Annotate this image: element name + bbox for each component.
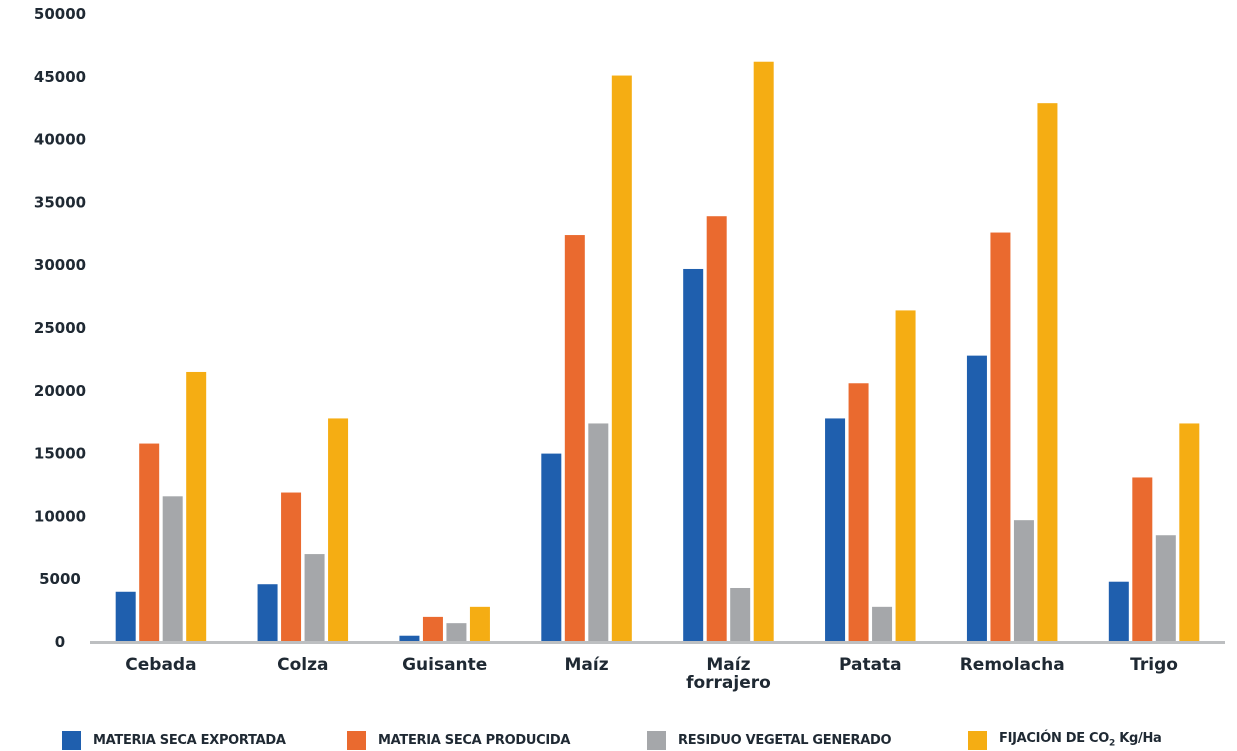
bar [564,235,585,642]
y-tick-label: 40000 [34,131,86,149]
bar [966,355,987,642]
legend-item-materia-seca-producida: MATERIA SECA PRODUCIDA [347,730,570,750]
legend-swatch-residuo-vegetal-generado [647,730,666,750]
legend-swatch-materia-seca-exportada [62,730,81,750]
bar [1132,477,1153,642]
legend-item-materia-seca-exportada: MATERIA SECA EXPORTADA [62,730,286,750]
bar [328,418,349,642]
legend-label-materia-seca-producida: MATERIA SECA PRODUCIDA [378,732,571,748]
y-tick-label: 5000 [39,570,81,588]
bar [753,61,774,642]
bar [1155,535,1176,642]
bar [422,616,443,642]
x-tick-label: Maíz [706,655,750,675]
legend-swatch-fijacion-co2 [968,730,987,750]
bar [186,371,207,642]
y-tick-label: 25000 [34,319,86,337]
bar [541,453,562,642]
bar [469,606,490,642]
legend-label-fijacion-prefix: FIJACIÓN DE CO [999,731,1110,747]
bar [281,492,302,642]
bar [1108,581,1129,642]
y-tick-label: 35000 [34,193,86,211]
bar [1179,423,1200,642]
bar [139,443,160,642]
bar [730,587,751,642]
x-tick-label: Colza [277,655,328,675]
legend-label-residuo-vegetal-generado: RESIDUO VEGETAL GENERADO [678,732,892,748]
x-tick-label: Maíz [565,655,609,675]
x-tick-label: Guisante [402,655,487,675]
bar [115,591,136,642]
y-tick-label: 15000 [34,445,86,463]
y-tick-label: 30000 [34,256,86,274]
x-tick-label: Remolacha [960,655,1065,675]
legend-swatch-materia-seca-producida [347,730,366,750]
bar [446,623,467,642]
bar [683,268,704,642]
x-tick-label: Cebada [125,655,196,675]
y-tick-label: 45000 [34,68,86,86]
legend-label-fijacion-co2: FIJACIÓN DE CO2 Kg/Ha [999,731,1162,749]
bar [304,554,325,642]
y-tick-label: 10000 [34,507,86,525]
bar [1013,520,1034,642]
legend: MATERIA SECA EXPORTADA MATERIA SECA PROD… [0,724,1237,751]
legend-item-residuo-vegetal-generado: RESIDUO VEGETAL GENERADO [647,730,892,750]
bar [611,75,632,642]
legend-label-fijacion-suffix: Kg/Ha [1115,731,1162,747]
bar-chart: 5000045000400003500030000250002000015000… [34,5,1225,693]
bar [257,584,278,642]
bar [825,418,846,642]
y-tick-label: 0 [55,633,65,651]
y-tick-label: 50000 [34,5,86,23]
bar [1037,103,1058,642]
legend-label-materia-seca-exportada: MATERIA SECA EXPORTADA [93,732,286,748]
bar [895,310,916,642]
x-tick-label: Trigo [1130,655,1178,675]
legend-label-fijacion-subscript: 2 [1109,738,1116,749]
bar [706,216,727,642]
bar [872,606,893,642]
y-tick-label: 20000 [34,382,86,400]
bar [399,635,420,642]
bar [848,383,869,642]
x-tick-label: Patata [839,655,902,675]
bar [990,232,1011,642]
bar [162,496,183,642]
legend-item-fijacion-co2: FIJACIÓN DE CO2 Kg/Ha [968,730,1162,750]
x-tick-label: forrajero [686,673,771,693]
bar [588,423,609,642]
